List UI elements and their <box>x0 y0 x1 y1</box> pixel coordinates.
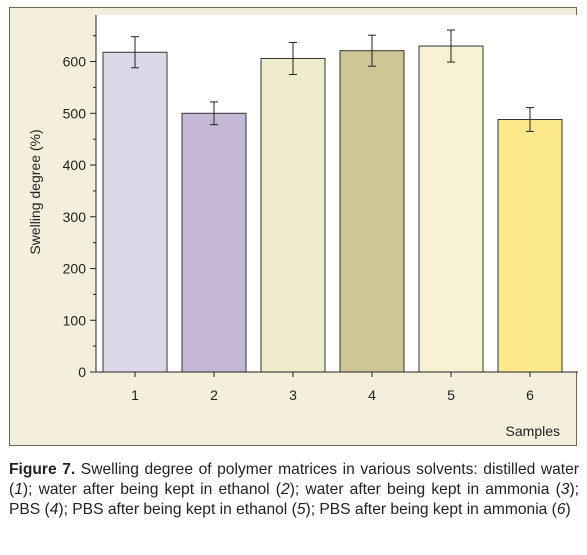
bar-4 <box>339 50 405 373</box>
y-tick-label-200: 200 <box>63 261 87 277</box>
caption-ref-1: 1 <box>14 481 23 498</box>
caption-text-2: ); water after being kept in ethanol ( <box>22 481 281 498</box>
x-tick-label-1: 1 <box>131 387 139 403</box>
error-bar-4 <box>368 34 376 67</box>
caption-ref-2: 2 <box>281 481 290 498</box>
bar-chart: 0 100 200 300 400 500 600 1 2 3 4 5 6 Swelling degr… <box>27 15 578 439</box>
caption-text-10: ); PBS after being kept in ammonia ( <box>305 501 557 518</box>
error-bar-5 <box>447 29 455 63</box>
bar-1 <box>102 51 168 373</box>
caption-text-6: ); PBS ( <box>9 481 579 518</box>
x-tick-label-3: 3 <box>289 387 297 403</box>
x-tick-label-5: 5 <box>447 387 455 403</box>
error-bars-group <box>131 29 534 132</box>
y-tick-label-300: 300 <box>63 209 87 225</box>
bar-2 <box>181 112 247 373</box>
caption-label: Figure 7. <box>9 461 76 478</box>
caption-ref-6: 6 <box>556 501 566 518</box>
x-tick-label-4: 4 <box>368 387 376 403</box>
error-bar-3 <box>289 41 297 75</box>
caption-text-12: ) <box>565 501 571 518</box>
x-tick-label-6: 6 <box>526 387 534 403</box>
error-bar-1 <box>131 36 139 69</box>
caption-ref-4: 4 <box>49 501 59 518</box>
bar-3 <box>260 57 326 373</box>
x-axis-label: Samples <box>506 423 560 439</box>
caption-ref-3: 3 <box>560 481 570 498</box>
y-axis-label: Swelling degree (%) <box>27 129 43 254</box>
bar-5 <box>418 45 484 373</box>
x-tick-label-2: 2 <box>210 387 218 403</box>
caption-text-8: ); PBS after being kept in ethanol ( <box>58 501 297 518</box>
error-bar-6 <box>526 107 534 132</box>
caption-ref-5: 5 <box>296 501 306 518</box>
figure-caption: Figure 7. Swelling degree of polymer mat… <box>9 460 579 520</box>
y-tick-label-0: 0 <box>78 364 86 380</box>
bar-6 <box>497 119 563 373</box>
bars-group <box>102 45 563 373</box>
caption-text-0: Swelling degree of polymer matrices in v… <box>9 461 579 498</box>
x-ticks-group: 1 2 3 4 5 6 <box>131 372 534 403</box>
y-tick-label-600: 600 <box>63 54 87 70</box>
y-ticks-group: 0 100 200 300 400 500 600 <box>63 35 96 380</box>
y-tick-label-400: 400 <box>63 157 87 173</box>
caption-text-4: ); water after being kept in ammonia ( <box>289 481 561 498</box>
error-bar-2 <box>210 101 218 126</box>
y-tick-label-500: 500 <box>63 105 87 121</box>
y-tick-label-100: 100 <box>63 312 87 328</box>
